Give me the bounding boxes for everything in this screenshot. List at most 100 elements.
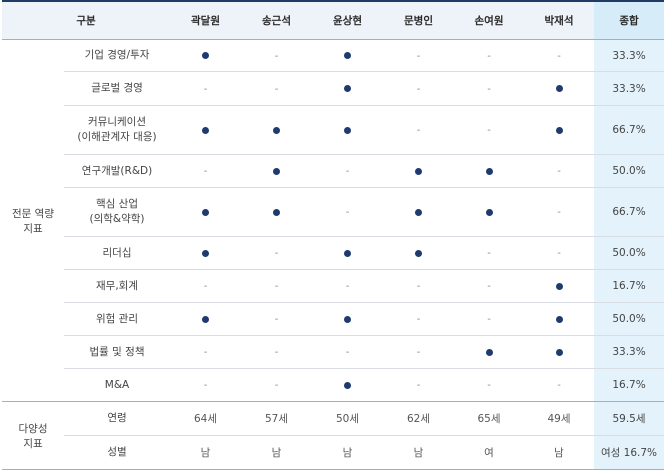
total-header: 종합 bbox=[594, 0, 665, 40]
dash: - bbox=[416, 83, 421, 95]
row-label: 기업 경영/투자 bbox=[64, 39, 171, 72]
filled-dot-icon bbox=[485, 348, 493, 356]
competency-dot-cell bbox=[454, 187, 525, 237]
competency-dot-cell bbox=[524, 302, 595, 336]
competency-dot-cell bbox=[524, 269, 595, 303]
dash: - bbox=[416, 50, 421, 62]
competency-dash-cell: - bbox=[170, 154, 242, 188]
table-row: 전문 역량 지표 기업 경영/투자 - - - - 33.3% bbox=[2, 39, 665, 402]
filled-dot-icon bbox=[344, 52, 352, 59]
competency-dot-cell bbox=[312, 39, 384, 72]
value-cell: 여 bbox=[454, 435, 525, 470]
value-cell: 57세 bbox=[241, 401, 313, 436]
total-cell: 66.7% bbox=[594, 105, 665, 155]
dash: - bbox=[203, 281, 208, 292]
dash: - bbox=[487, 248, 491, 259]
table-row: 위험 관리 - - - 50.0% bbox=[2, 302, 665, 336]
value-cell: 남 bbox=[383, 435, 455, 470]
filled-dot-icon bbox=[415, 249, 423, 257]
filled-dot-icon bbox=[202, 208, 210, 216]
competency-dash-cell: - bbox=[454, 302, 525, 336]
dash: - bbox=[274, 314, 279, 325]
filled-dot-icon bbox=[555, 85, 563, 92]
competency-dash-cell: - bbox=[454, 71, 525, 106]
category-header: 구분 bbox=[2, 0, 171, 40]
dash: - bbox=[416, 125, 421, 136]
competency-dot-cell bbox=[312, 302, 384, 336]
total-cell: 50.0% bbox=[594, 236, 665, 270]
competency-dash-cell: - bbox=[312, 269, 384, 303]
competency-dot-cell bbox=[170, 39, 242, 72]
dash: - bbox=[487, 314, 491, 325]
filled-dot-icon bbox=[273, 208, 281, 216]
competency-dash-cell: - bbox=[454, 105, 525, 155]
director-header: 박재석 bbox=[524, 0, 595, 40]
row-label: 글로벌 경영 bbox=[64, 71, 171, 106]
director-header: 윤상현 bbox=[312, 0, 384, 40]
competency-dash-cell: - bbox=[383, 105, 455, 155]
value-cell: 남 bbox=[312, 435, 384, 470]
dash: - bbox=[274, 347, 279, 358]
competency-dot-cell bbox=[524, 105, 595, 155]
header-row: 구분 곽달원 송근석 윤상현 문병인 손여원 박재석 종합 bbox=[2, 0, 665, 40]
competency-dash-cell: - bbox=[241, 335, 313, 369]
dash: - bbox=[487, 83, 491, 95]
competency-dash-cell: - bbox=[241, 302, 313, 336]
dash: - bbox=[487, 281, 491, 292]
total-cell: 33.3% bbox=[594, 71, 665, 106]
row-label: 성별 bbox=[64, 435, 171, 470]
competency-dash-cell: - bbox=[241, 39, 313, 72]
value-cell: 49세 bbox=[524, 401, 595, 436]
filled-dot-icon bbox=[344, 85, 352, 92]
dash: - bbox=[557, 207, 561, 218]
competency-dash-cell: - bbox=[170, 269, 242, 303]
competency-dot-cell bbox=[241, 105, 313, 155]
competency-dash-cell: - bbox=[312, 187, 384, 237]
competency-dash-cell: - bbox=[524, 187, 595, 237]
table-row: 리더십 - - - 50.0% bbox=[2, 236, 665, 270]
total-cell: 33.3% bbox=[594, 335, 665, 369]
filled-dot-icon bbox=[344, 249, 352, 257]
competency-dot-cell bbox=[383, 187, 455, 237]
table-row: 연구개발(R&D) - - - 50.0% bbox=[2, 154, 665, 188]
dash: - bbox=[345, 281, 350, 292]
competency-dot-cell bbox=[454, 154, 525, 188]
competency-dot-cell bbox=[241, 187, 313, 237]
value-cell: 65세 bbox=[454, 401, 525, 436]
dash: - bbox=[203, 380, 208, 391]
competency-dash-cell: - bbox=[454, 39, 525, 72]
competency-dot-cell bbox=[524, 71, 595, 106]
director-header: 문병인 bbox=[383, 0, 455, 40]
competency-dot-cell bbox=[170, 302, 242, 336]
dash: - bbox=[557, 380, 561, 391]
filled-dot-icon bbox=[555, 126, 563, 134]
competency-dash-cell: - bbox=[170, 335, 242, 369]
filled-dot-icon bbox=[344, 315, 352, 323]
row-label: 리더십 bbox=[64, 236, 171, 270]
filled-dot-icon bbox=[202, 315, 210, 323]
filled-dot-icon bbox=[273, 126, 281, 134]
value-cell: 64세 bbox=[170, 401, 242, 436]
director-header: 손여원 bbox=[454, 0, 525, 40]
value-cell: 남 bbox=[170, 435, 242, 470]
dash: - bbox=[274, 83, 279, 95]
dash: - bbox=[274, 380, 279, 391]
competency-dash-cell: - bbox=[383, 71, 455, 106]
competency-dot-cell bbox=[170, 187, 242, 237]
table-row: 법률 및 정책 - - - - 33.3% bbox=[2, 335, 665, 369]
competency-dot-cell bbox=[383, 154, 455, 188]
dash: - bbox=[487, 50, 491, 62]
dash: - bbox=[557, 50, 561, 62]
competency-dash-cell: - bbox=[241, 236, 313, 270]
value-cell: 남 bbox=[241, 435, 313, 470]
dash: - bbox=[345, 166, 350, 177]
filled-dot-icon bbox=[344, 126, 352, 134]
competency-dash-cell: - bbox=[524, 154, 595, 188]
competency-dash-cell: - bbox=[524, 39, 595, 72]
competency-dash-cell: - bbox=[454, 368, 525, 402]
competency-dot-cell bbox=[312, 105, 384, 155]
competency-dash-cell: - bbox=[524, 236, 595, 270]
dash: - bbox=[487, 125, 491, 136]
competency-dot-cell bbox=[454, 335, 525, 369]
